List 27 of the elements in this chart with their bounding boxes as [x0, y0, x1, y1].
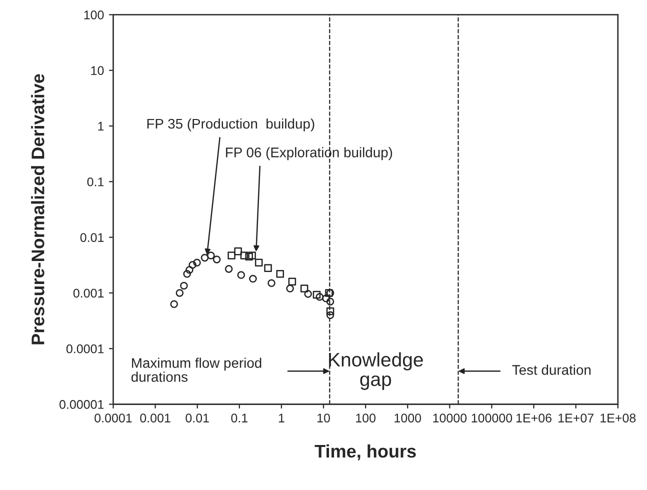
x-tick-label: 10	[318, 414, 330, 422]
x-tick-label: 0.01	[186, 414, 209, 422]
x-tick-label: 100	[356, 414, 376, 422]
x-tick-label: 10000	[433, 414, 467, 422]
y-tick-label: 0.0001	[66, 344, 104, 354]
y-tick-label: 0.01	[80, 233, 104, 242]
x-tick-label: 1000	[394, 414, 422, 422]
x-tick-label: 0.001	[140, 414, 170, 422]
annotation: Knowledge gap	[329, 352, 423, 390]
y-tick-label: 1	[98, 122, 104, 131]
x-tick-label: 1E+07	[558, 414, 594, 422]
y-axis-title: Pressure-Normalized Derivative	[31, 74, 44, 344]
x-tick-label: 100000	[472, 414, 512, 422]
annotation: Test duration	[512, 364, 591, 375]
y-tick-label: 0.00001	[60, 400, 104, 409]
x-axis-title: Time, hours	[314, 444, 416, 460]
annotation: FP 35 (Production buildup)	[147, 118, 314, 132]
y-tick-label: 100	[84, 10, 104, 20]
x-tick-label: 0.1	[231, 414, 248, 422]
y-tick-label: 0.001	[73, 288, 104, 298]
y-tick-label: 0.1	[87, 177, 104, 186]
x-tick-label: 1E+06	[516, 414, 552, 422]
x-tick-label: 1	[278, 414, 284, 422]
x-tick-label: 1E+08	[600, 414, 636, 422]
annotation: FP 06 (Exploration buildup)	[226, 147, 392, 160]
y-tick-label: 10	[91, 66, 104, 75]
annotation: Maximum flow period durations	[131, 358, 262, 382]
